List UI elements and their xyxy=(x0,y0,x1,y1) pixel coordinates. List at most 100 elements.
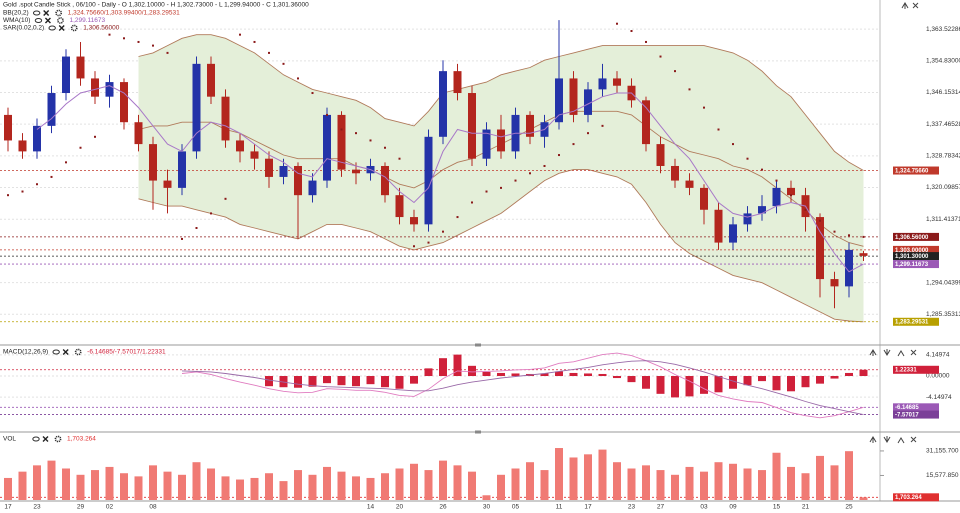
candle-body xyxy=(700,187,708,210)
remove-indicator[interactable] xyxy=(44,17,51,24)
indicator-settings[interactable] xyxy=(70,24,78,32)
sar-dot xyxy=(108,33,111,36)
pane-controls[interactable] xyxy=(869,349,905,357)
sar-dot xyxy=(558,154,560,157)
sar-dot xyxy=(36,183,38,186)
candle-body xyxy=(76,56,85,79)
sar-dot xyxy=(442,230,444,233)
candle-body xyxy=(584,89,592,115)
macd-histogram-bar xyxy=(265,376,273,387)
close-button[interactable] xyxy=(910,436,917,443)
price-tag-label: -7.57017 xyxy=(895,412,919,418)
sar-dot xyxy=(253,40,256,43)
indicator-settings[interactable] xyxy=(57,17,64,24)
visibility-toggle[interactable] xyxy=(34,18,43,23)
remove-indicator[interactable] xyxy=(58,25,65,31)
macd-histogram-bar xyxy=(424,368,433,377)
pane-resize-handle[interactable] xyxy=(475,430,481,434)
y-tick-label: 0.00000 xyxy=(926,373,950,380)
pane-resize-handle[interactable] xyxy=(475,343,481,347)
sar-dot xyxy=(688,88,691,91)
macd-histogram-bar xyxy=(540,373,549,377)
macd-histogram-bar xyxy=(439,358,447,377)
macd-histogram-bar xyxy=(743,376,752,386)
visibility-toggle[interactable] xyxy=(52,349,60,355)
price-tag-label: 1,301.30000 xyxy=(895,254,929,260)
macd-histogram-bar xyxy=(337,376,346,386)
y-tick-label: 15,577.850 xyxy=(926,472,959,479)
y-tick-label: 1,346.15314 xyxy=(926,89,960,96)
candle-body xyxy=(410,217,418,225)
volume-bar xyxy=(149,465,157,500)
candle-body xyxy=(671,165,679,181)
sar-dot xyxy=(819,219,821,222)
price-tag xyxy=(893,317,939,326)
sar-dot xyxy=(630,30,633,33)
indicator-name: SAR(0.02,0.2) xyxy=(3,25,44,32)
candle-body xyxy=(134,122,143,145)
indicator-name: BB(20,2) xyxy=(3,10,29,17)
candle-body xyxy=(265,158,273,177)
volume-bar xyxy=(47,460,56,500)
candle-body xyxy=(482,129,491,159)
indicator-settings[interactable] xyxy=(54,435,62,443)
volume-bar xyxy=(323,466,331,500)
sar-dot xyxy=(94,135,96,138)
volume-bar xyxy=(758,470,766,500)
remove-indicator[interactable] xyxy=(62,349,69,355)
visibility-toggle[interactable] xyxy=(32,436,40,442)
close-button[interactable] xyxy=(910,349,917,356)
y-tick-label: 31,155.700 xyxy=(926,448,959,455)
sar-dot xyxy=(268,51,270,54)
candle-body xyxy=(555,78,563,123)
sar-dot xyxy=(790,194,792,197)
sar-dot xyxy=(572,143,575,146)
sar-dot xyxy=(674,70,676,73)
candle-body xyxy=(337,114,346,170)
indicator-settings[interactable] xyxy=(55,9,63,17)
maximize-button[interactable] xyxy=(901,2,909,9)
y-tick-label: 1,320.09857 xyxy=(926,184,960,191)
volume-bar xyxy=(700,471,708,500)
volume-bar xyxy=(685,466,694,500)
candle-body xyxy=(105,82,114,97)
x-tick-label: 27 xyxy=(657,504,665,511)
volume-bar xyxy=(714,462,723,500)
volume-bar xyxy=(845,451,853,500)
candle-body xyxy=(250,151,259,159)
sar-dot xyxy=(862,235,865,238)
visibility-toggle[interactable] xyxy=(32,10,41,16)
x-tick-label: 03 xyxy=(700,504,708,511)
pane-controls[interactable] xyxy=(869,436,905,444)
volume-bar xyxy=(497,474,505,500)
y-tick-label: 1,311.41371 xyxy=(926,216,960,223)
x-tick-label: 21 xyxy=(802,504,810,511)
candle-body xyxy=(497,129,505,152)
remove-indicator[interactable] xyxy=(42,436,49,442)
macd-histogram-bar xyxy=(729,376,737,389)
macd-histogram-bar xyxy=(308,376,317,387)
close-button[interactable] xyxy=(912,2,919,9)
macd-histogram-bar xyxy=(279,376,288,388)
sar-dot xyxy=(239,33,241,36)
visibility-toggle[interactable] xyxy=(48,25,56,31)
x-tick-label: 15 xyxy=(773,504,781,511)
remove-indicator[interactable] xyxy=(43,10,50,16)
price-tag-label: 1,283.29531 xyxy=(895,320,929,326)
macd-histogram-bar xyxy=(801,376,810,388)
y-tick-label: 1,285.35313 xyxy=(926,311,960,318)
candle-body xyxy=(598,78,607,90)
indicator-readout: 1,306.56000 xyxy=(83,25,120,32)
x-tick-label: 17 xyxy=(584,504,592,511)
sar-dot xyxy=(123,37,125,40)
sar-dot xyxy=(195,227,198,230)
price-tag xyxy=(893,232,939,241)
volume-bar xyxy=(729,463,737,500)
y-tick-label: 1,363.52286 xyxy=(926,26,960,33)
candle-body xyxy=(33,125,41,152)
volume-bar xyxy=(569,457,578,500)
x-tick-label: 20 xyxy=(396,504,404,511)
candle-body xyxy=(395,195,404,218)
indicator-settings[interactable] xyxy=(74,348,82,356)
